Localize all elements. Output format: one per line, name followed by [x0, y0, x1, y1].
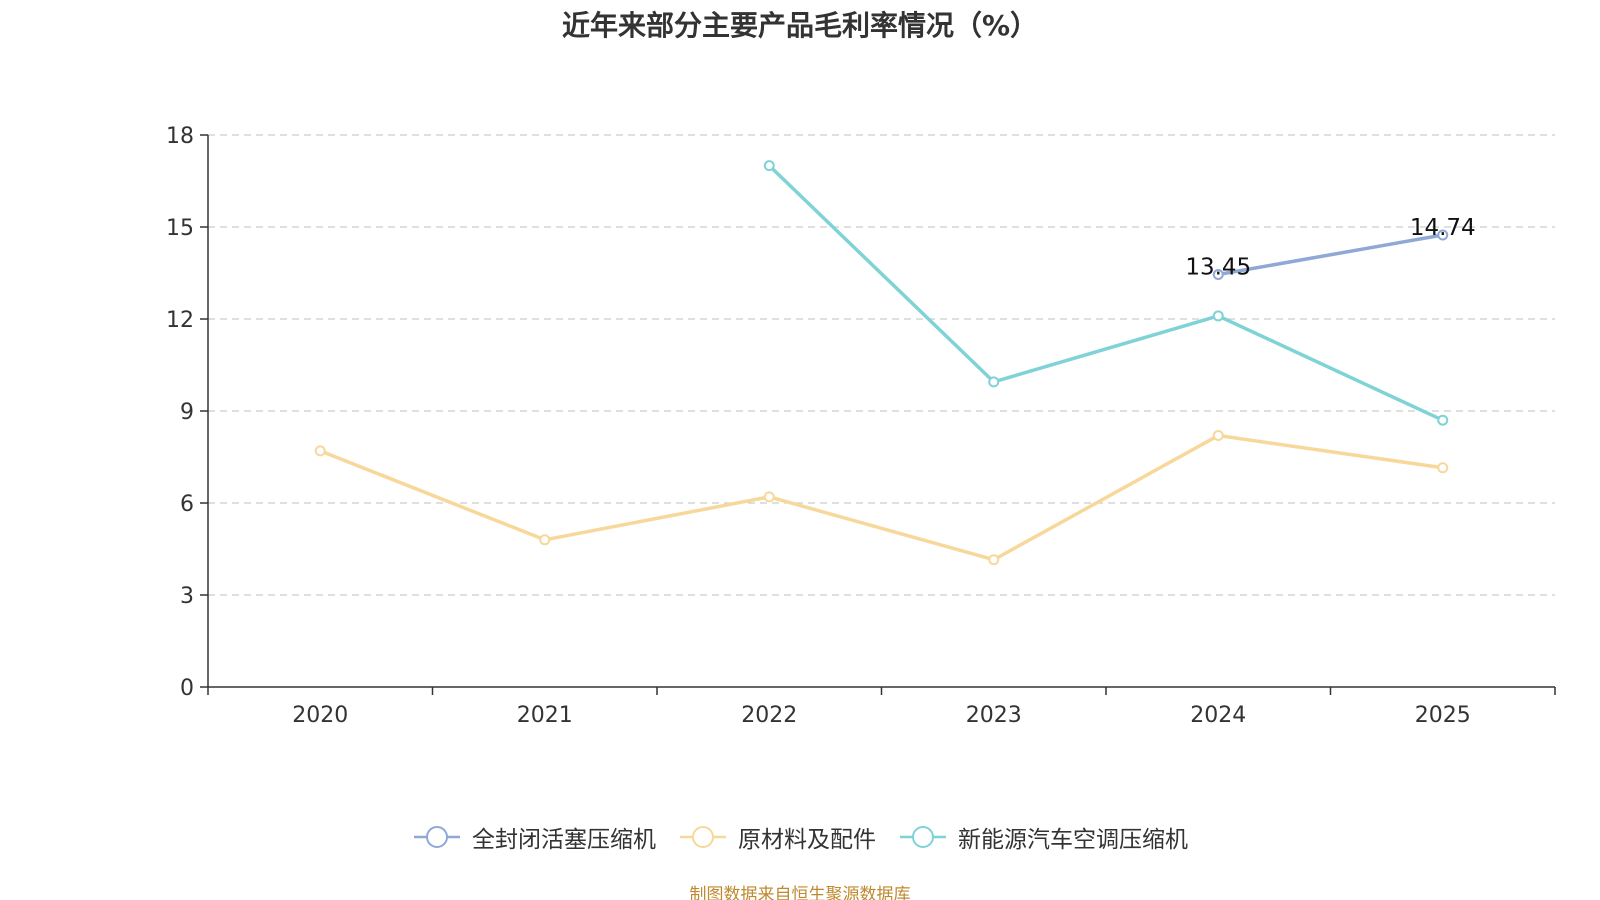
- legend-label: 新能源汽车空调压缩机: [958, 827, 1188, 853]
- y-tick-label: 9: [180, 400, 194, 425]
- data-point[interactable]: [1437, 229, 1449, 241]
- x-tick-label: 2025: [1415, 703, 1471, 728]
- y-tick-label: 3: [180, 584, 194, 609]
- data-point[interactable]: [763, 491, 775, 503]
- data-point[interactable]: [988, 376, 1000, 388]
- y-tick-label: 15: [166, 216, 194, 241]
- legend-marker-icon: [414, 826, 460, 848]
- legend-item[interactable]: 全封闭活塞压缩机: [412, 820, 656, 854]
- grid-lines: [208, 134, 1555, 596]
- x-tick-label: 2022: [741, 703, 797, 728]
- data-point[interactable]: [763, 160, 775, 172]
- series-line: [767, 163, 1445, 422]
- axes: 0 3 6 9 12 15 18 2020 2021 2022 2023 2024 2025: [166, 124, 1556, 728]
- data-point[interactable]: [314, 445, 326, 457]
- data-point[interactable]: [1212, 430, 1224, 442]
- data-point[interactable]: [1212, 310, 1224, 322]
- y-tick-label: 18: [166, 124, 194, 149]
- line-chart: 0 3 6 9 12 15 18 2020 2021 2022 2023 2024 2025 13.45…: [166, 124, 1556, 728]
- y-tick-label: 6: [180, 492, 194, 517]
- legend-item[interactable]: 原材料及配件: [678, 820, 876, 854]
- x-tick-label: 2021: [517, 703, 573, 728]
- y-tick-label: 0: [180, 676, 194, 701]
- data-label: 13.45: [1185, 255, 1251, 281]
- x-tick-label: 2024: [1190, 703, 1246, 728]
- legend-label: 原材料及配件: [738, 827, 876, 853]
- legend-marker-icon: [900, 826, 946, 848]
- data-point[interactable]: [1437, 462, 1449, 474]
- series-line: [318, 433, 1445, 562]
- x-tick-label: 2023: [966, 703, 1022, 728]
- chart-title: 近年来部分主要产品毛利率情况（%）: [561, 9, 1039, 42]
- data-point[interactable]: [539, 534, 551, 546]
- source-note: 制图数据来自恒生聚源数据库: [689, 885, 911, 900]
- series-line: [1216, 233, 1445, 277]
- legend-item[interactable]: 新能源汽车空调压缩机: [898, 820, 1188, 854]
- data-labels: 13.45 14.74: [1185, 215, 1475, 281]
- y-tick-label: 12: [166, 308, 194, 333]
- x-tick-label: 2020: [292, 703, 348, 728]
- legend: 全封闭活塞压缩机 原材料及配件 新能源汽车空调压缩机: [0, 820, 1600, 854]
- data-label: 14.74: [1410, 215, 1476, 241]
- data-point[interactable]: [988, 554, 1000, 566]
- data-point[interactable]: [1212, 269, 1224, 281]
- series: [314, 160, 1449, 566]
- legend-label: 全封闭活塞压缩机: [472, 827, 656, 853]
- legend-marker-icon: [680, 826, 726, 848]
- data-point[interactable]: [1437, 414, 1449, 426]
